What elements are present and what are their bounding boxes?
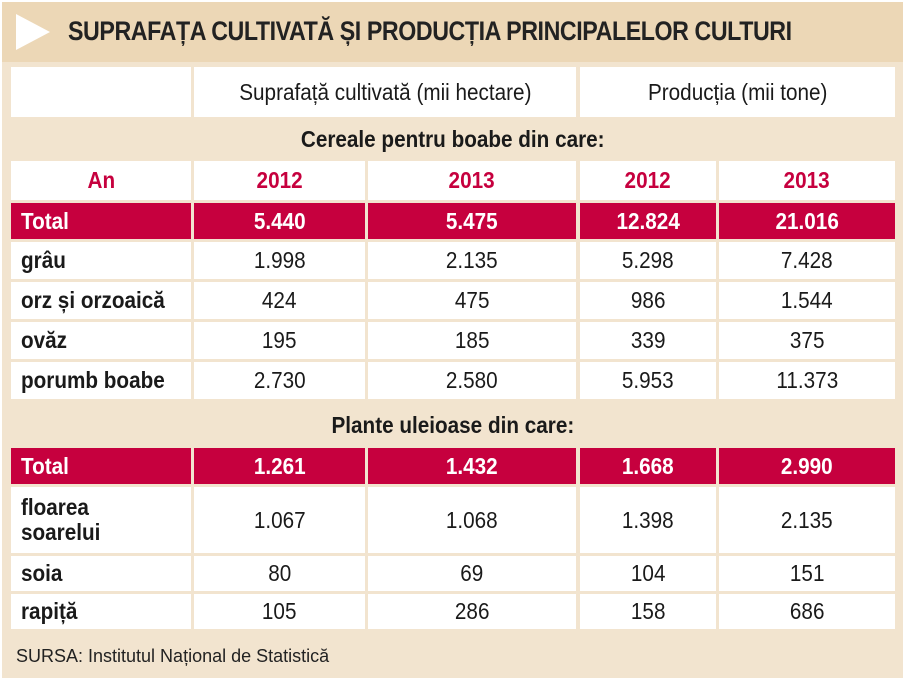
total-value: 12.824 <box>580 203 716 239</box>
table-cell: 475 <box>368 282 576 319</box>
section-title: Cereale pentru boabe din care: <box>301 125 605 152</box>
table-cell: 104 <box>580 556 716 591</box>
total-value: 2.990 <box>719 448 895 484</box>
table-cell: 286 <box>368 594 576 629</box>
row-label: floarea soarelui <box>11 487 191 553</box>
total-value: 21.016 <box>719 203 895 239</box>
year-label: An <box>11 161 191 200</box>
table-cell: 151 <box>719 556 895 591</box>
table-cell: 1.398 <box>580 487 716 553</box>
total-row-label: Total <box>11 203 191 239</box>
header-production: Producția (mii tone) <box>580 67 895 117</box>
page-title: SUPRAFAȚA CULTIVATĂ ȘI PRODUCȚIA PRINCIP… <box>68 16 792 46</box>
table-cell: 80 <box>194 556 365 591</box>
total-row-label: Total <box>11 448 191 484</box>
title-bar: SUPRAFAȚA CULTIVATĂ ȘI PRODUCȚIA PRINCIP… <box>2 2 903 62</box>
year-header: 2013 <box>368 161 576 200</box>
row-label: orz și orzoaică <box>11 282 191 319</box>
total-value: 1.261 <box>194 448 365 484</box>
year-header: 2012 <box>194 161 365 200</box>
table-frame: SUPRAFAȚA CULTIVATĂ ȘI PRODUCȚIA PRINCIP… <box>2 2 903 678</box>
table-cell: 11.373 <box>719 362 895 399</box>
table-cell: 195 <box>194 322 365 359</box>
source-note: SURSA: Institutul Național de Statistică <box>16 646 330 666</box>
header-area: Suprafață cultivată (mii hectare) <box>194 67 576 117</box>
table-cell: 424 <box>194 282 365 319</box>
year-header: 2012 <box>580 161 716 200</box>
table-cell: 339 <box>580 322 716 359</box>
row-label: soia <box>11 556 191 591</box>
table-cell: 69 <box>368 556 576 591</box>
header-blank <box>11 67 191 117</box>
row-label: ovăz <box>11 322 191 359</box>
table-cell: 1.998 <box>194 242 365 279</box>
arrow-icon <box>16 14 50 50</box>
table-cell: 375 <box>719 322 895 359</box>
table-cell: 2.580 <box>368 362 576 399</box>
table-cell: 2.730 <box>194 362 365 399</box>
total-value: 1.668 <box>580 448 716 484</box>
total-value: 5.440 <box>194 203 365 239</box>
row-label: rapiță <box>11 594 191 629</box>
table-cell: 105 <box>194 594 365 629</box>
section-title: Plante uleioase din care: <box>331 411 575 438</box>
year-header: 2013 <box>719 161 895 200</box>
table-cell: 686 <box>719 594 895 629</box>
table-cell: 2.135 <box>368 242 576 279</box>
total-value: 5.475 <box>368 203 576 239</box>
table-cell: 7.428 <box>719 242 895 279</box>
row-label: porumb boabe <box>11 362 191 399</box>
total-value: 1.432 <box>368 448 576 484</box>
table-cell: 185 <box>368 322 576 359</box>
table-cell: 5.953 <box>580 362 716 399</box>
table-cell: 5.298 <box>580 242 716 279</box>
table-cell: 158 <box>580 594 716 629</box>
table-cell: 986 <box>580 282 716 319</box>
table-cell: 1.544 <box>719 282 895 319</box>
table-cell: 1.068 <box>368 487 576 553</box>
table-cell: 2.135 <box>719 487 895 553</box>
table-cell: 1.067 <box>194 487 365 553</box>
row-label: grâu <box>11 242 191 279</box>
